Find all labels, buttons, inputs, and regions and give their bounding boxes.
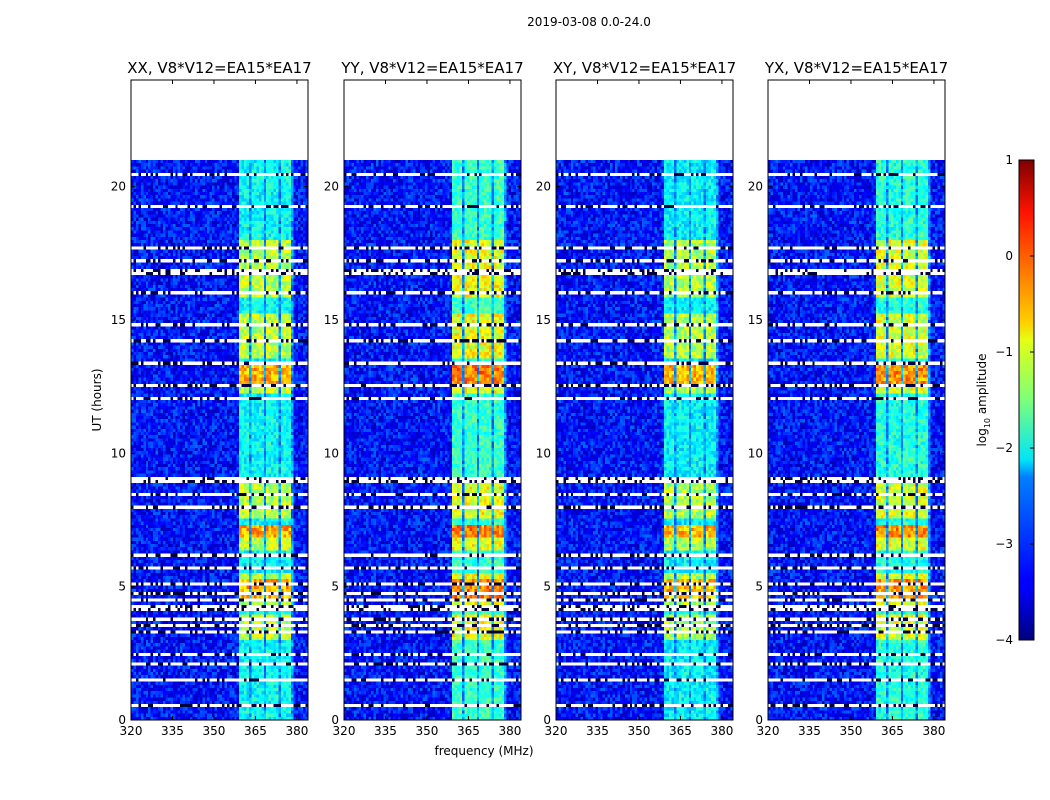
colorbar-gradient	[1019, 160, 1034, 640]
panel-frame	[343, 79, 522, 721]
y-tick-label: 20	[111, 180, 126, 194]
x-tick-label: 365	[244, 724, 267, 738]
y-tick-label: 15	[536, 313, 551, 327]
y-tick-label: 10	[748, 446, 763, 460]
panel-title: YY, V8*V12=EA15*EA17	[340, 59, 523, 77]
y-tick-label: 20	[324, 180, 339, 194]
panel-yx: YX, V8*V12=EA15*EA17 320 335 350 365 380 0 5 10 1…	[748, 59, 948, 738]
colorbar-tick-label: −1	[995, 345, 1013, 359]
y-tick-label: 0	[543, 713, 551, 727]
spectrogram-yy	[344, 80, 521, 720]
panel-title: XY, V8*V12=EA15*EA17	[553, 59, 736, 77]
x-tick-label: 320	[333, 724, 356, 738]
colorbar-label: log10 amplitude	[975, 354, 992, 447]
y-tick-label: 15	[324, 313, 339, 327]
x-tick-label: 380	[285, 724, 308, 738]
x-tick-label: 365	[457, 724, 480, 738]
y-tick-label: 5	[331, 580, 339, 594]
x-tick-label: 335	[374, 724, 397, 738]
colorbar-tick-label: 1	[1005, 153, 1013, 167]
spectrogram-yx	[768, 80, 945, 720]
y-tick-label: 0	[331, 713, 339, 727]
y-tick-label: 10	[111, 446, 126, 460]
colorbar-tick-label: −3	[995, 537, 1013, 551]
x-tick-label: 320	[120, 724, 143, 738]
panels-group: XX, V8*V12=EA15*EA17 320 335 350 365 380 0 5 10 1…	[111, 59, 948, 738]
colorbar-tick-label: −2	[995, 441, 1013, 455]
x-tick-label: 365	[669, 724, 692, 738]
y-tick-label: 5	[543, 580, 551, 594]
x-tick-label: 320	[757, 724, 780, 738]
x-tick-label: 335	[161, 724, 184, 738]
y-tick-label: 15	[111, 313, 126, 327]
x-tick-label: 350	[203, 724, 226, 738]
panel-title: XX, V8*V12=EA15*EA17	[127, 59, 311, 77]
y-tick-label: 15	[748, 313, 763, 327]
x-tick-label: 350	[840, 724, 863, 738]
y-tick-label: 20	[748, 180, 763, 194]
x-tick-label: 335	[586, 724, 609, 738]
y-tick-label: 10	[324, 446, 339, 460]
figure-suptitle: 2019-03-08 0.0-24.0	[527, 15, 651, 29]
colorbar-frame	[1018, 159, 1035, 641]
panel-frame	[130, 79, 309, 721]
panel-yy: YY, V8*V12=EA15*EA17 320 335 350 365 380 0 5 10 1…	[324, 59, 524, 738]
x-tick-label: 350	[416, 724, 439, 738]
panel-frame	[767, 79, 946, 721]
y-axis-label: UT (hours)	[90, 368, 104, 431]
y-tick-label: 5	[118, 580, 126, 594]
x-tick-label: 380	[922, 724, 945, 738]
colorbar-label-prefix: log	[975, 428, 989, 446]
y-tick-label: 0	[755, 713, 763, 727]
panel-xx: XX, V8*V12=EA15*EA17 320 335 350 365 380 0 5 10 1…	[111, 59, 312, 738]
x-tick-label: 320	[545, 724, 568, 738]
spectrogram-xx	[131, 80, 308, 720]
panel-title: YX, V8*V12=EA15*EA17	[764, 59, 948, 77]
y-tick-label: 10	[536, 446, 551, 460]
spectrogram-xy	[556, 80, 733, 720]
colorbar-tick-label: −4	[995, 633, 1013, 647]
colorbar-label-sub: 10	[983, 418, 992, 428]
panel-frame	[555, 79, 734, 721]
colorbar: 10−1−2−3−4 log10 amplitude	[975, 153, 1035, 647]
panel-xy: XY, V8*V12=EA15*EA17 320 335 350 365 380 0 5 10 1…	[536, 59, 736, 738]
colorbar-tick-label: 0	[1005, 249, 1013, 263]
y-tick-label: 0	[118, 713, 126, 727]
y-tick-label: 20	[536, 180, 551, 194]
x-tick-label: 380	[710, 724, 733, 738]
colorbar-ticks: 1 0 −1 −2 −3 −4	[995, 153, 1034, 647]
y-tick-label: 5	[755, 580, 763, 594]
x-tick-label: 365	[881, 724, 904, 738]
x-tick-label: 335	[798, 724, 821, 738]
colorbar-label-suffix: amplitude	[975, 354, 989, 418]
x-tick-label: 380	[498, 724, 521, 738]
x-tick-label: 350	[628, 724, 651, 738]
x-axis-label: frequency (MHz)	[434, 744, 533, 758]
